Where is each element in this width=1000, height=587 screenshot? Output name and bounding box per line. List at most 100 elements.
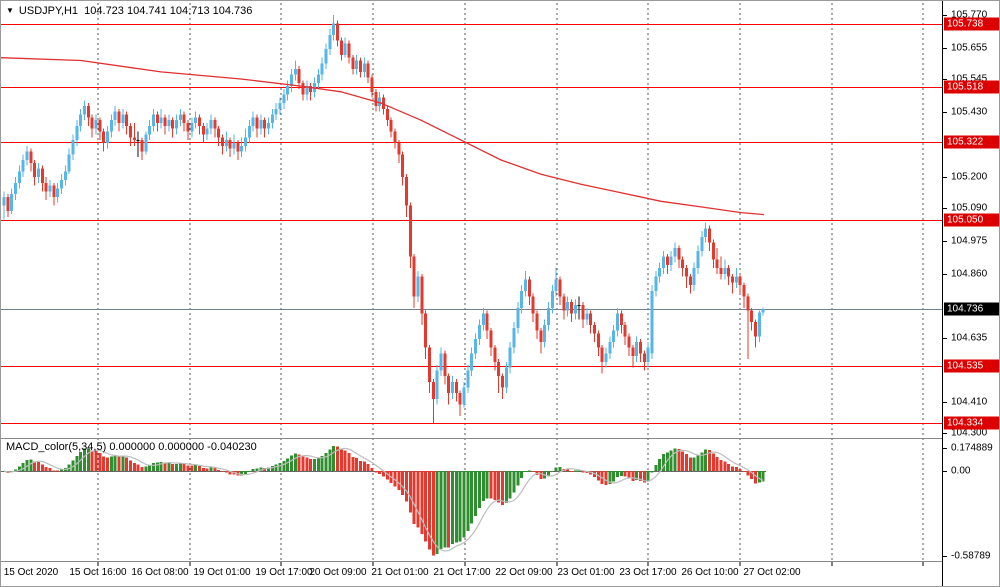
macd-histogram-bar — [102, 456, 106, 471]
candle-body — [94, 120, 98, 129]
macd-histogram-bar — [466, 471, 470, 532]
candle-body — [121, 114, 125, 124]
candle-body — [623, 324, 627, 337]
candle-body — [301, 83, 305, 95]
price-tick-mark — [943, 208, 947, 210]
macd-histogram-bar — [623, 471, 627, 477]
macd-histogram-bar — [278, 462, 282, 471]
candle-body — [704, 228, 708, 237]
macd-histogram-bar — [339, 449, 343, 471]
macd-histogram-bar — [550, 471, 554, 472]
macd-histogram-bar — [673, 448, 677, 471]
macd-histogram-bar — [217, 469, 221, 471]
price-tick-label: 104.410 — [951, 396, 988, 408]
macd-histogram-bar — [274, 464, 278, 471]
candle-body — [585, 313, 589, 320]
level-price-badge: 105.518 — [944, 80, 999, 94]
macd-histogram-bar — [382, 471, 386, 477]
chart-title: ▼ USDJPY,H1 104.723 104.741 104.713 104.7… — [6, 5, 252, 17]
macd-histogram-bar — [190, 465, 194, 471]
candle-body — [14, 182, 18, 195]
candle-body — [550, 290, 554, 308]
macd-histogram-bar — [612, 471, 616, 482]
macd-tick-mark — [943, 448, 947, 449]
candle-body — [424, 313, 428, 348]
ohlc-readout: 104.723 104.741 104.713 104.736 — [84, 5, 253, 17]
candle-body — [658, 268, 662, 277]
candle-body — [619, 313, 623, 325]
macd-histogram-bar — [523, 471, 527, 472]
candle-body — [573, 305, 577, 314]
macd-histogram-bar — [431, 471, 435, 556]
candle-body — [531, 296, 535, 314]
macd-histogram-bar — [309, 458, 313, 471]
candle-body — [198, 117, 202, 126]
candle-body — [681, 259, 685, 269]
macd-tick-label: 0.174889 — [951, 442, 993, 454]
candle-body — [753, 322, 757, 337]
candle-body — [244, 137, 248, 146]
macd-histogram-bar — [677, 449, 681, 471]
candle-body — [152, 114, 156, 126]
macd-histogram-bar — [631, 471, 635, 481]
macd-histogram-bar — [520, 471, 524, 479]
candle-body — [508, 347, 512, 368]
macd-histogram-bar — [171, 464, 175, 471]
time-axis-label: 23 Oct 01:00 — [557, 567, 615, 578]
time-axis-label: 23 Oct 17:00 — [619, 567, 677, 578]
candle-body — [688, 276, 692, 286]
macd-histogram-bar — [336, 446, 340, 471]
candle-body — [696, 251, 700, 269]
macd-histogram-bar — [719, 460, 723, 471]
candle-body — [408, 205, 412, 257]
candle-body — [470, 353, 474, 371]
macd-histogram-bar — [692, 457, 696, 471]
candle-body — [194, 117, 198, 124]
price-axis[interactable]: 105.770 105.655 105.545 105.430 105.200 105.0… — [942, 1, 999, 586]
candle-body — [75, 125, 79, 141]
candle-body — [734, 276, 738, 283]
candle-body — [592, 324, 596, 334]
macd-histogram-bar — [182, 463, 186, 471]
panel-separator[interactable] — [1, 438, 999, 439]
candle-body — [600, 347, 604, 362]
current-price-badge: 104.736 — [944, 302, 999, 316]
candle-body — [339, 40, 343, 55]
price-chart-canvas[interactable]: 15 Oct 2020 15 Oct 16:00 16 Oct 08:00 19 Oc… — [1, 1, 942, 587]
candle-body — [677, 248, 681, 260]
candle-body — [738, 276, 742, 286]
candle-body — [71, 140, 75, 155]
macd-histogram-bar — [504, 471, 508, 504]
candle-body — [209, 120, 213, 129]
candle-body — [374, 91, 378, 106]
price-tick-label: 104.635 — [951, 332, 988, 344]
macd-histogram-bar — [615, 471, 619, 478]
candle-body — [612, 330, 616, 343]
time-axis-label: 15 Oct 2020 — [4, 567, 59, 578]
candle-body — [10, 194, 14, 212]
macd-histogram-bar — [734, 467, 738, 471]
candle-body — [213, 120, 217, 129]
candle-body — [347, 43, 351, 58]
macd-histogram-bar — [750, 471, 754, 480]
candle-body — [125, 114, 129, 126]
candle-body — [297, 69, 301, 84]
macd-histogram-bar — [566, 469, 570, 471]
candle-body — [684, 268, 688, 277]
macd-histogram-bar — [194, 465, 198, 471]
macd-histogram-bar — [359, 460, 363, 471]
macd-histogram-bar — [244, 471, 248, 475]
candle-body — [416, 276, 420, 297]
macd-histogram-bar — [512, 471, 516, 493]
candle-body — [692, 268, 696, 286]
macd-histogram-bar — [48, 468, 52, 471]
price-tick-label: 105.770 — [951, 9, 988, 21]
candle-body — [33, 162, 37, 178]
macd-histogram-bar — [669, 450, 673, 471]
macd-histogram-bar — [67, 464, 71, 471]
macd-histogram-bar — [707, 450, 711, 471]
candle-body — [79, 114, 83, 126]
macd-histogram-bar — [175, 463, 179, 471]
macd-histogram-bar — [470, 471, 474, 524]
candle-body — [309, 86, 313, 92]
